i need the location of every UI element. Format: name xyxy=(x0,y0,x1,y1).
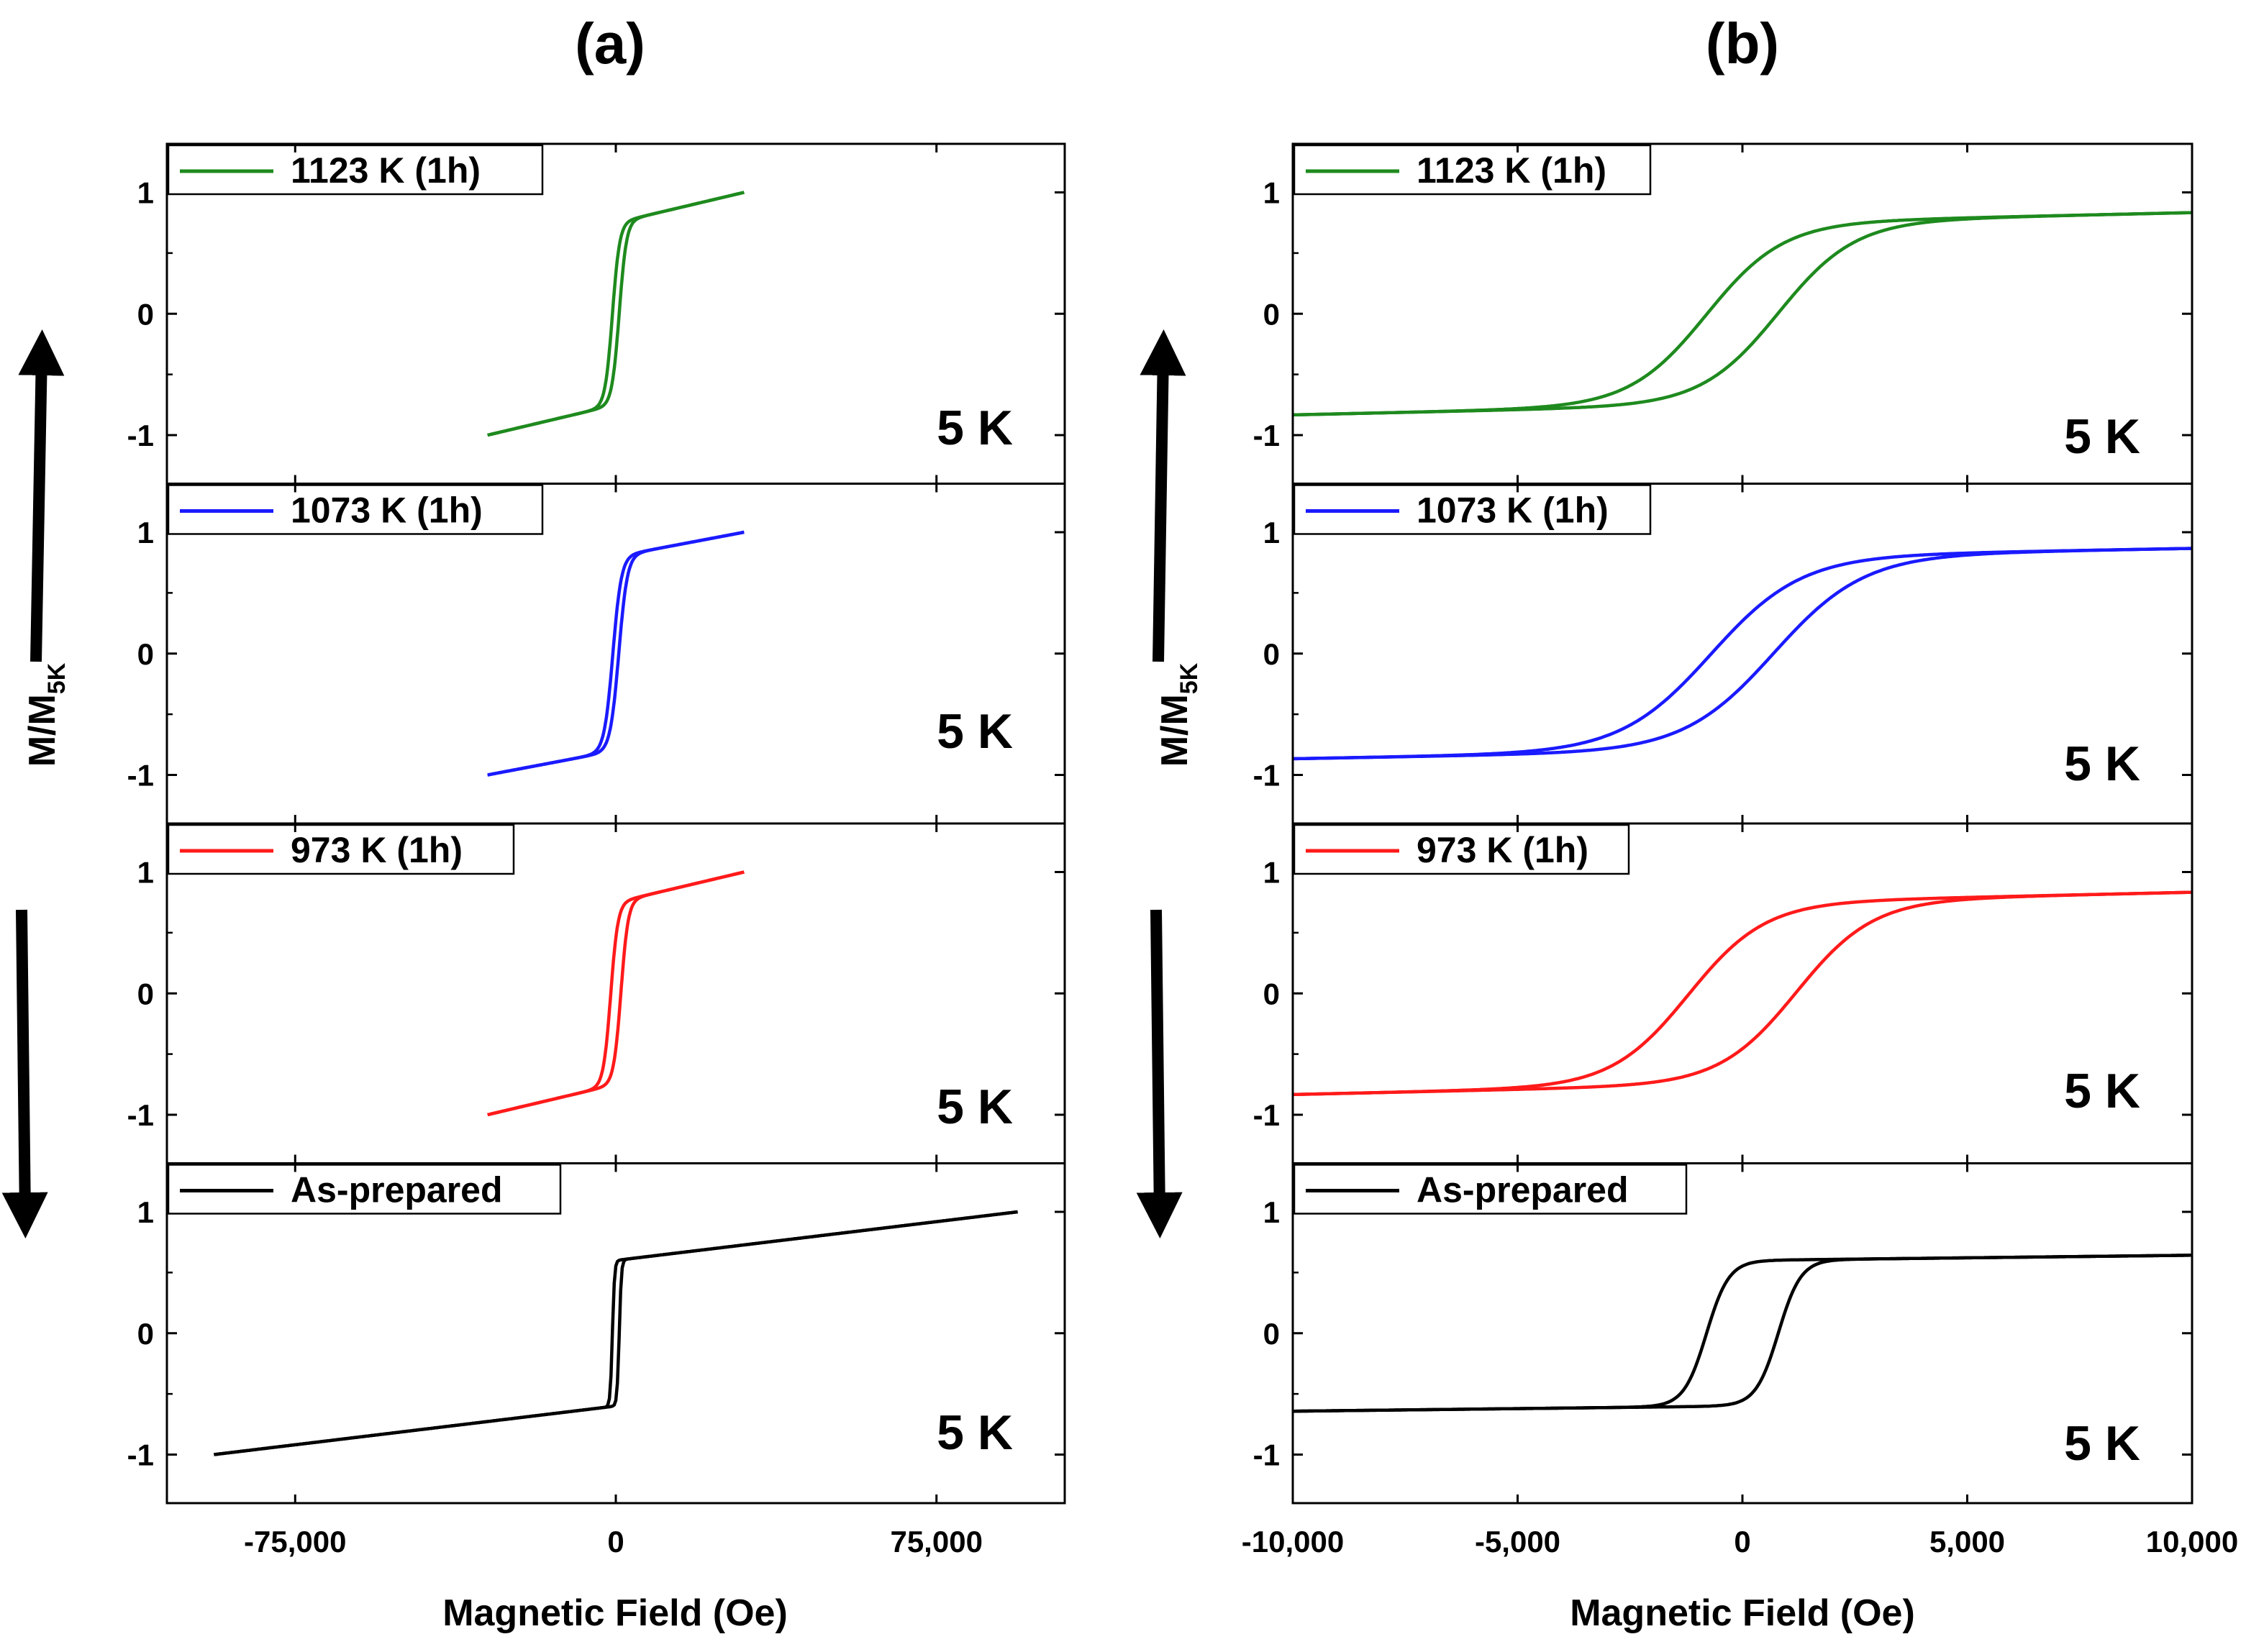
x-tick-label: 0 xyxy=(607,1525,624,1559)
curve-group xyxy=(214,1210,1018,1456)
svg-text:M/M5K: M/M5K xyxy=(22,662,71,767)
panel-a-x-axis-title: Magnetic Field (Oe) xyxy=(442,1592,788,1634)
panel-b-up-arrow xyxy=(1140,329,1186,662)
descending-branch-line xyxy=(1293,1254,2192,1413)
temperature-label: 5 K xyxy=(937,1405,1013,1460)
y-tick-label: -1 xyxy=(127,419,154,452)
y-tick-label: 1 xyxy=(137,516,154,549)
panel-b-down-arrow xyxy=(1136,909,1183,1238)
panel-a-title: (a) xyxy=(575,12,645,76)
temperature-label: 5 K xyxy=(2064,409,2140,464)
y-tick-label: 1 xyxy=(137,856,154,890)
ascending-branch-line xyxy=(487,191,745,437)
y-tick-label: 1 xyxy=(1263,856,1280,890)
legend-label: As-prepared xyxy=(291,1170,503,1210)
temperature-label: 5 K xyxy=(937,401,1013,455)
x-tick-label: -5,000 xyxy=(1475,1525,1560,1559)
y-tick-label: 0 xyxy=(137,977,154,1010)
ascending-branch-line xyxy=(214,1210,1018,1456)
curve-group xyxy=(1293,211,2192,417)
x-tick-label: -10,000 xyxy=(1242,1525,1344,1559)
y-tick-label: 1 xyxy=(137,1195,154,1229)
y-tick-label: 0 xyxy=(137,1317,154,1351)
y-tick-label: -1 xyxy=(1253,1098,1280,1132)
y-tick-label: 1 xyxy=(137,176,154,210)
y-tick-label: 0 xyxy=(1263,637,1280,671)
subplot-1073-k-1h-: 1 0 -1 1073 K (1h) 5 K xyxy=(127,483,1066,825)
curve-group xyxy=(1293,1254,2192,1413)
legend-label: 1073 K (1h) xyxy=(1417,490,1609,531)
subplot-1073-k-1h-: 1 0 -1 1073 K (1h) 5 K xyxy=(1253,483,2193,825)
temperature-label: 5 K xyxy=(2064,1416,2140,1471)
ascending-branch-line xyxy=(1293,547,2192,761)
ascending-branch-line xyxy=(1293,211,2192,417)
y-tick-label: 0 xyxy=(137,637,154,671)
panel-a-up-arrow xyxy=(18,329,65,662)
subplot-as-prepared: 1 0 -1 As-prepared 5 K xyxy=(127,1162,1066,1505)
panel-b-y-axis-title: M/M5K xyxy=(1154,662,1203,767)
svg-text:M/M5K: M/M5K xyxy=(1154,662,1203,767)
temperature-label: 5 K xyxy=(2064,736,2140,791)
panel-a-down-arrow xyxy=(1,909,48,1238)
y-tick-label: -1 xyxy=(127,1098,154,1132)
plots: 1 0 -1 1123 K (1h) 5 K 1 0 -1 1073 K (1h) 5 K 1 0 -1… xyxy=(127,142,2238,1559)
curve-group xyxy=(1293,890,2192,1097)
y-tick-label: 1 xyxy=(1263,516,1280,549)
curve-group xyxy=(487,530,745,777)
y-tick-label: 0 xyxy=(1263,1317,1280,1351)
legend-label: As-prepared xyxy=(1417,1170,1629,1210)
panel-b-title: (b) xyxy=(1706,12,1779,76)
descending-branch-line xyxy=(487,530,745,777)
y-tick-label: -1 xyxy=(1253,759,1280,793)
panel-a-y-axis-title: M/M5K xyxy=(22,662,71,767)
descending-branch-line xyxy=(1293,890,2192,1097)
x-tick-label: 75,000 xyxy=(890,1525,982,1559)
x-tick-label: 10,000 xyxy=(2146,1525,2238,1559)
panel-b-x-axis-title: Magnetic Field (Oe) xyxy=(1570,1592,1915,1634)
x-tick-label: -75,000 xyxy=(244,1525,346,1559)
subplot-as-prepared: 1 0 -1 As-prepared 5 K xyxy=(1253,1162,2193,1505)
y-tick-label: -1 xyxy=(1253,419,1280,452)
panel-a: 1 0 -1 1123 K (1h) 5 K 1 0 -1 1073 K (1h) 5 K 1 0 -1… xyxy=(127,142,1066,1559)
descending-branch-line xyxy=(487,191,745,437)
temperature-label: 5 K xyxy=(2064,1064,2140,1118)
descending-branch-line xyxy=(214,1210,1018,1456)
ascending-branch-line xyxy=(487,870,745,1117)
legend-label: 1073 K (1h) xyxy=(291,490,483,531)
y-tick-label: 0 xyxy=(137,297,154,331)
subplot-973-k-1h-: 1 0 -1 973 K (1h) 5 K xyxy=(1253,822,2193,1164)
legend-box xyxy=(1293,144,1652,196)
x-tick-label: 0 xyxy=(1734,1525,1750,1559)
subplot-1123-k-1h-: 1 0 -1 1123 K (1h) 5 K xyxy=(1253,142,2193,485)
legend-label: 973 K (1h) xyxy=(291,830,463,870)
y-tick-label: 1 xyxy=(1263,1195,1280,1229)
y-tick-label: 0 xyxy=(1263,297,1280,331)
curve-group xyxy=(487,191,745,437)
descending-branch-line xyxy=(487,870,745,1117)
subplot-973-k-1h-: 1 0 -1 973 K (1h) 5 K xyxy=(127,822,1066,1164)
descending-branch-line xyxy=(1293,211,2192,417)
y-tick-label: 0 xyxy=(1263,977,1280,1010)
curve-group xyxy=(1293,547,2192,761)
x-tick-label: 5,000 xyxy=(1929,1525,2005,1559)
legend-label: 1123 K (1h) xyxy=(1417,150,1606,191)
y-tick-label: -1 xyxy=(1253,1438,1280,1472)
legend-label: 1123 K (1h) xyxy=(291,150,481,191)
y-tick-label: 1 xyxy=(1263,176,1280,210)
temperature-label: 5 K xyxy=(937,704,1013,759)
legend-label: 973 K (1h) xyxy=(1417,830,1588,870)
y-tick-label: -1 xyxy=(127,1438,154,1472)
y-tick-label: -1 xyxy=(127,759,154,793)
ascending-branch-line xyxy=(1293,890,2192,1097)
temperature-label: 5 K xyxy=(937,1080,1013,1134)
descending-branch-line xyxy=(1293,547,2192,761)
ascending-branch-line xyxy=(1293,1254,2192,1413)
ascending-branch-line xyxy=(487,530,745,777)
curve-group xyxy=(487,870,745,1117)
subplot-1123-k-1h-: 1 0 -1 1123 K (1h) 5 K xyxy=(127,142,1066,485)
panel-b: 1 0 -1 1123 K (1h) 5 K 1 0 -1 1073 K (1h) 5 K 1 0 -1… xyxy=(1242,142,2238,1559)
